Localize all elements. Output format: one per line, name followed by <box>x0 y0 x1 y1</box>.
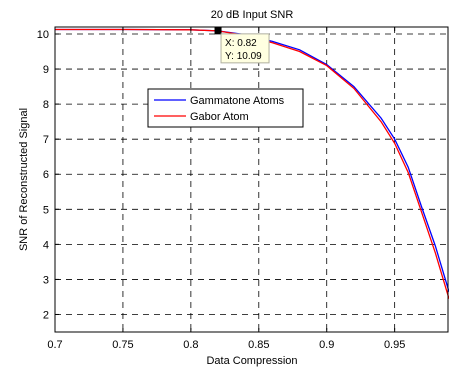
x-tick-label: 0.8 <box>183 339 198 351</box>
datatip-box <box>220 33 270 64</box>
y-tick-label: 4 <box>43 239 49 251</box>
y-axis-label: SNR of Reconstructed Signal <box>18 108 30 251</box>
y-tick-label: 5 <box>43 204 49 216</box>
legend-box <box>147 88 304 128</box>
y-tick-label: 3 <box>43 274 49 286</box>
x-axis-label: Data Compression <box>206 355 297 367</box>
y-tick-label: 2 <box>43 309 49 321</box>
x-tick-label: 0.9 <box>319 339 334 351</box>
legend: Gammatone Atoms Gabor Atom <box>147 88 304 128</box>
y-tick-label: 6 <box>43 169 49 181</box>
legend-label-gabor: Gabor Atom <box>190 111 249 123</box>
datatip-marker[interactable] <box>214 27 222 35</box>
series-line-gabor <box>55 28 449 299</box>
x-tick-label: 0.95 <box>384 339 405 351</box>
datatip-x-label: X: 0.82 <box>225 38 257 49</box>
series-layer <box>55 28 449 299</box>
datatip-y-label: Y: 10.09 <box>225 51 262 62</box>
grid <box>55 27 449 332</box>
y-tick-label: 7 <box>43 134 49 146</box>
legend-label-gammatone: Gammatone Atoms <box>190 95 285 107</box>
plot-frame <box>54 26 449 333</box>
x-tick-label: 0.7 <box>47 339 62 351</box>
y-tick-label: 9 <box>43 64 49 76</box>
axes: 0.7 0.75 0.8 0.85 0.9 0.95 2 3 4 5 6 7 8 9 10 <box>37 27 405 351</box>
x-tick-label: 0.75 <box>112 339 133 351</box>
x-tick-label: 0.85 <box>248 339 269 351</box>
y-tick-label: 10 <box>37 29 49 41</box>
y-tick-label: 8 <box>43 99 49 111</box>
chart-title: 20 dB Input SNR <box>211 9 294 21</box>
datatip[interactable]: X: 0.82 Y: 10.09 <box>214 27 270 64</box>
